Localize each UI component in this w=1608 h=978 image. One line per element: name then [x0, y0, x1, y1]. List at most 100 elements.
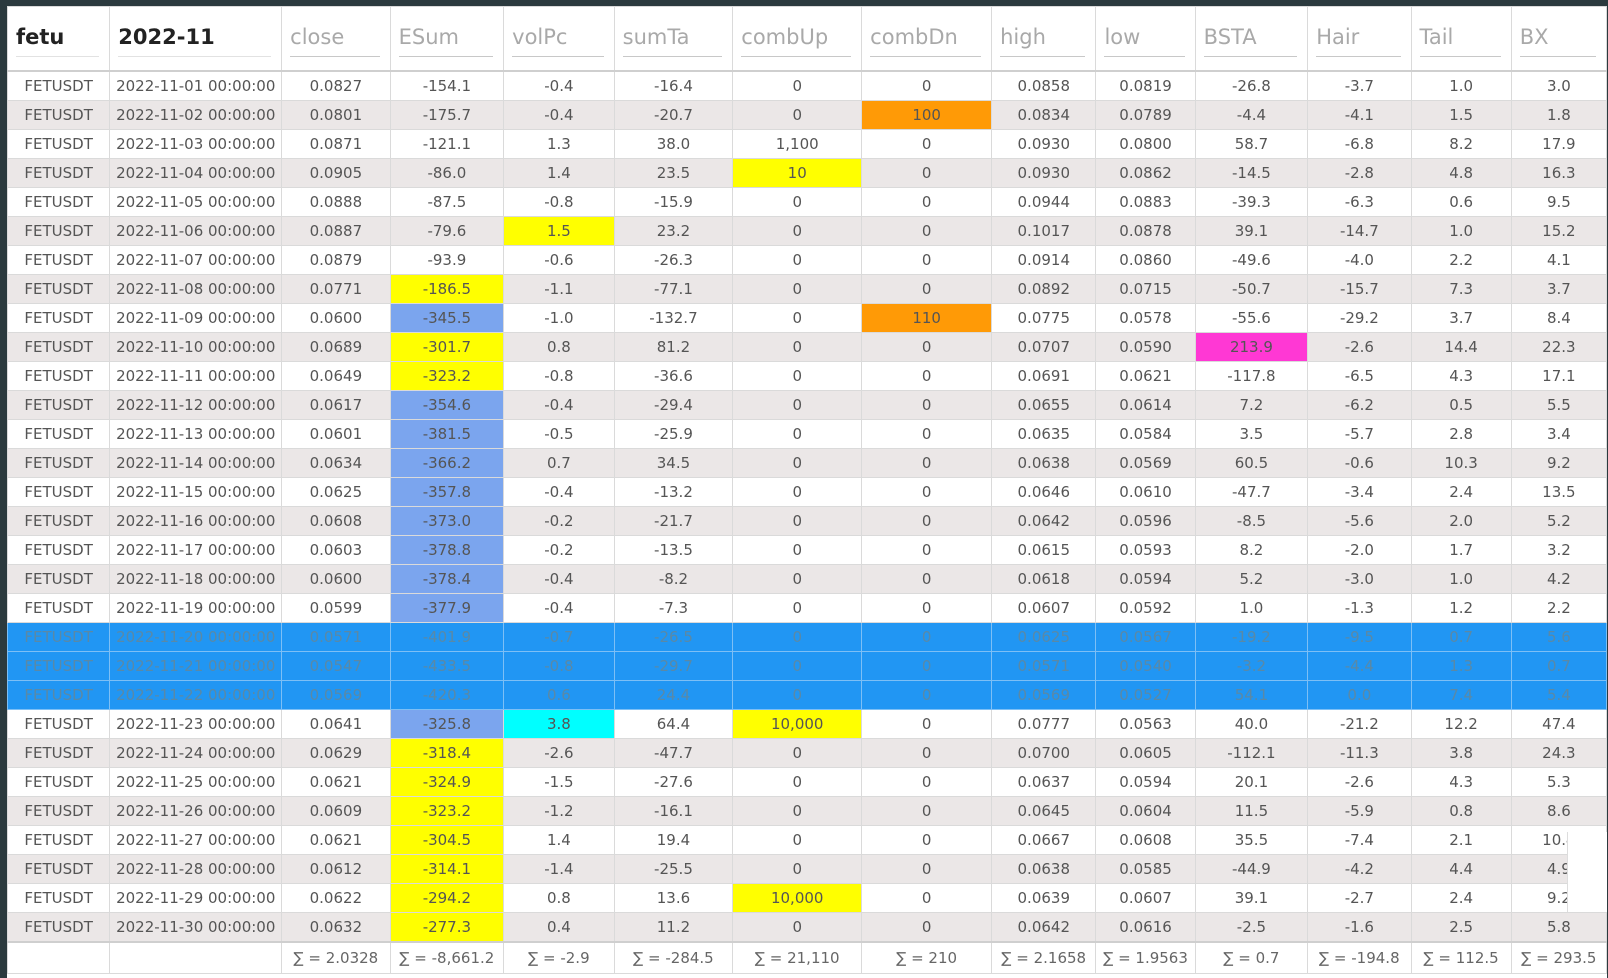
cell-esum[interactable]: -381.5: [389, 419, 505, 449]
cell-volpc[interactable]: 1.4: [503, 158, 615, 188]
cell-bsta[interactable]: 20.1: [1194, 767, 1309, 797]
cell-low[interactable]: 0.0578: [1095, 303, 1196, 333]
cell-bsta[interactable]: 1.0: [1194, 593, 1309, 623]
cell-sumta[interactable]: -16.1: [613, 796, 734, 826]
cell-hair[interactable]: -5.6: [1307, 506, 1412, 536]
table-row[interactable]: FETUSDT 2022-11-03 00:00:00 0.0871 -121.1 1.…: [7, 129, 1607, 159]
cell-esum[interactable]: -378.4: [389, 564, 505, 594]
cell-sumta[interactable]: -132.7: [613, 303, 734, 333]
cell-volpc[interactable]: 1.4: [503, 825, 615, 855]
cell-combdn[interactable]: 0: [861, 448, 993, 478]
cell-high[interactable]: 0.0930: [991, 158, 1097, 188]
cell-combup[interactable]: 0: [732, 419, 863, 449]
cell-sumta[interactable]: 81.2: [613, 332, 734, 362]
cell-bsta[interactable]: 7.2: [1194, 390, 1309, 420]
cell-low[interactable]: 0.0604: [1095, 796, 1196, 826]
cell-sumta[interactable]: -8.2: [613, 564, 734, 594]
cell-high[interactable]: 0.0642: [991, 912, 1097, 943]
cell-bsta[interactable]: -50.7: [1194, 274, 1309, 304]
table-row[interactable]: FETUSDT 2022-11-16 00:00:00 0.0608 -373.0 -0…: [7, 506, 1607, 536]
cell-combdn[interactable]: 0: [861, 70, 993, 101]
cell-low[interactable]: 0.0883: [1095, 187, 1196, 217]
cell-esum[interactable]: -86.0: [389, 158, 505, 188]
cell-combdn[interactable]: 0: [861, 622, 993, 652]
cell-symbol[interactable]: FETUSDT: [7, 216, 111, 246]
cell-bx[interactable]: 5.2: [1510, 506, 1607, 536]
column-header-esum[interactable]: ESum: [389, 6, 505, 72]
cell-esum[interactable]: -420.3: [389, 680, 505, 710]
cell-low[interactable]: 0.0594: [1095, 564, 1196, 594]
cell-close[interactable]: 0.0600: [281, 303, 391, 333]
cell-symbol[interactable]: FETUSDT: [7, 564, 111, 594]
cell-tail[interactable]: 0.5: [1410, 390, 1512, 420]
cell-high[interactable]: 0.0655: [991, 390, 1097, 420]
cell-bsta[interactable]: 40.0: [1194, 709, 1309, 739]
cell-hair[interactable]: -5.9: [1307, 796, 1412, 826]
cell-high[interactable]: 0.0930: [991, 129, 1097, 159]
cell-low[interactable]: 0.0800: [1095, 129, 1196, 159]
cell-combdn[interactable]: 0: [861, 419, 993, 449]
cell-high[interactable]: 0.0858: [991, 70, 1097, 101]
cell-date[interactable]: 2022-11-09 00:00:00: [109, 303, 283, 333]
cell-high[interactable]: 0.0892: [991, 274, 1097, 304]
cell-date[interactable]: 2022-11-07 00:00:00: [109, 245, 283, 275]
cell-date[interactable]: 2022-11-08 00:00:00: [109, 274, 283, 304]
cell-close[interactable]: 0.0601: [281, 419, 391, 449]
cell-low[interactable]: 0.0621: [1095, 361, 1196, 391]
cell-esum[interactable]: -301.7: [389, 332, 505, 362]
cell-low[interactable]: 0.0862: [1095, 158, 1196, 188]
table-row[interactable]: FETUSDT 2022-11-09 00:00:00 0.0600 -345.5 -1…: [7, 303, 1607, 333]
cell-volpc[interactable]: -1.5: [503, 767, 615, 797]
cell-combdn[interactable]: 0: [861, 477, 993, 507]
cell-volpc[interactable]: -0.2: [503, 506, 615, 536]
cell-symbol[interactable]: FETUSDT: [7, 158, 111, 188]
cell-combdn[interactable]: 0: [861, 129, 993, 159]
cell-low[interactable]: 0.0592: [1095, 593, 1196, 623]
cell-combup[interactable]: 10,000: [732, 883, 863, 913]
cell-hair[interactable]: -4.2: [1307, 854, 1412, 884]
cell-close[interactable]: 0.0887: [281, 216, 391, 246]
cell-volpc[interactable]: -0.7: [503, 622, 615, 652]
cell-tail[interactable]: 4.3: [1410, 361, 1512, 391]
table-row[interactable]: FETUSDT 2022-11-19 00:00:00 0.0599 -377.9 -0…: [7, 593, 1607, 623]
cell-esum[interactable]: -373.0: [389, 506, 505, 536]
cell-bx[interactable]: 3.4: [1510, 419, 1607, 449]
cell-close[interactable]: 0.0599: [281, 593, 391, 623]
table-row[interactable]: FETUSDT 2022-11-11 00:00:00 0.0649 -323.2 -0…: [7, 361, 1607, 391]
cell-tail[interactable]: 1.0: [1410, 564, 1512, 594]
cell-high[interactable]: 0.0700: [991, 738, 1097, 768]
cell-combup[interactable]: 0: [732, 854, 863, 884]
cell-combdn[interactable]: 0: [861, 883, 993, 913]
cell-symbol[interactable]: FETUSDT: [7, 100, 111, 130]
cell-hair[interactable]: 0.0: [1307, 680, 1412, 710]
cell-high[interactable]: 0.0607: [991, 593, 1097, 623]
cell-close[interactable]: 0.0629: [281, 738, 391, 768]
cell-bsta[interactable]: -44.9: [1194, 854, 1309, 884]
cell-close[interactable]: 0.0603: [281, 535, 391, 565]
cell-bx[interactable]: 9.2: [1510, 448, 1607, 478]
cell-high[interactable]: 0.0707: [991, 332, 1097, 362]
cell-esum[interactable]: -186.5: [389, 274, 505, 304]
cell-bx[interactable]: 17.1: [1510, 361, 1607, 391]
table-row[interactable]: FETUSDT 2022-11-23 00:00:00 0.0641 -325.8 3.…: [7, 709, 1607, 739]
table-row[interactable]: FETUSDT 2022-11-14 00:00:00 0.0634 -366.2 0.…: [7, 448, 1607, 478]
table-row[interactable]: FETUSDT 2022-11-24 00:00:00 0.0629 -318.4 -2…: [7, 738, 1607, 768]
cell-hair[interactable]: -3.4: [1307, 477, 1412, 507]
cell-esum[interactable]: -121.1: [389, 129, 505, 159]
cell-esum[interactable]: -433.5: [389, 651, 505, 681]
cell-tail[interactable]: 3.7: [1410, 303, 1512, 333]
cell-hair[interactable]: -15.7: [1307, 274, 1412, 304]
cell-esum[interactable]: -318.4: [389, 738, 505, 768]
cell-close[interactable]: 0.0547: [281, 651, 391, 681]
cell-bsta[interactable]: -112.1: [1194, 738, 1309, 768]
cell-hair[interactable]: -3.0: [1307, 564, 1412, 594]
cell-combup[interactable]: 0: [732, 564, 863, 594]
cell-combdn[interactable]: 100: [861, 100, 993, 130]
cell-date[interactable]: 2022-11-19 00:00:00: [109, 593, 283, 623]
cell-combdn[interactable]: 0: [861, 825, 993, 855]
cell-combup[interactable]: 0: [732, 738, 863, 768]
cell-tail[interactable]: 1.0: [1410, 216, 1512, 246]
cell-bx[interactable]: 2.2: [1510, 593, 1607, 623]
cell-low[interactable]: 0.0527: [1095, 680, 1196, 710]
cell-sumta[interactable]: -47.7: [613, 738, 734, 768]
